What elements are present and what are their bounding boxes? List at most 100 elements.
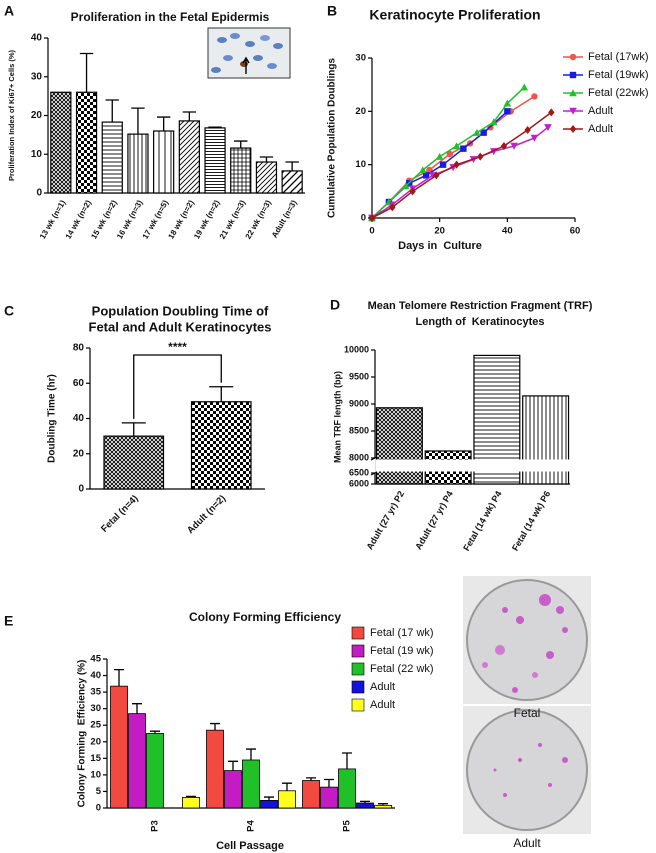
y-tick-label: 60: [73, 378, 85, 389]
legend-label: Fetal (17 wk): [370, 627, 434, 639]
x-axis-label: Days in Culture: [398, 240, 482, 252]
photo-label: Adult: [513, 836, 541, 850]
chart-title: Keratinocyte Proliferation: [369, 7, 540, 23]
y-tick-label: 0: [96, 803, 101, 814]
y-tick-label: 10: [31, 149, 43, 160]
error-bar: [264, 796, 274, 801]
point: [480, 129, 487, 136]
bar: [101, 121, 123, 194]
y-tick-label: 10000: [344, 344, 369, 354]
point: [435, 152, 444, 160]
bar: [128, 713, 146, 809]
x-tick-label: 19 wk (n=2): [192, 198, 222, 240]
point: [409, 187, 416, 196]
bar: [374, 804, 392, 809]
y-tick-label: 8500: [349, 425, 369, 435]
legend-swatch: [351, 626, 365, 640]
chart-title: Fetal and Adult Keratinocytes: [89, 319, 272, 334]
axis-break-gap: [376, 459, 571, 472]
y-tick-label: 35: [90, 687, 101, 698]
panel-label: E: [4, 613, 13, 629]
x-tick-label: 15 wk (n=2): [89, 198, 119, 240]
x-tick-label: 40: [502, 226, 513, 237]
x-tick-label: 16 wk (n=3): [115, 198, 145, 240]
bar: [242, 759, 260, 809]
legend-label: Fetal (22 wk): [370, 663, 434, 675]
bar: [320, 786, 338, 809]
error-bar: [105, 99, 119, 123]
y-tick-label: 40: [31, 33, 43, 44]
y-tick-label: 20: [90, 736, 101, 747]
legend-label: Adult: [588, 123, 613, 135]
y-tick-label: 6000: [349, 478, 369, 488]
y-tick-label: 30: [31, 71, 43, 82]
y-tick-label: 20: [31, 110, 43, 121]
y-tick-label: 9000: [349, 398, 369, 408]
error-bar: [150, 730, 160, 734]
series-line: [371, 126, 549, 219]
bar: [75, 91, 98, 194]
point: [433, 171, 440, 180]
y-tick-label: 25: [90, 720, 101, 731]
x-tick-label: P3: [150, 820, 161, 832]
point: [439, 161, 447, 168]
error-bar: [210, 722, 220, 731]
y-axis-label: Proliferation Index of Ki67+ Cells (%): [7, 49, 16, 181]
colony-plate-photo: [463, 576, 591, 704]
y-tick-label: 9500: [349, 371, 369, 381]
point: [453, 160, 460, 169]
bar: [50, 91, 72, 194]
legend-marker: [569, 107, 577, 115]
y-tick-label: 80: [73, 343, 85, 354]
error-bar: [186, 795, 196, 798]
x-tick-label: 14 wk (n=2): [64, 198, 94, 240]
point: [530, 134, 539, 142]
legend-swatch: [351, 662, 365, 676]
bar: [190, 401, 252, 490]
error-bar: [360, 800, 370, 804]
x-tick-label: Adult (n=2): [185, 493, 228, 536]
y-tick-label: 6500: [349, 467, 369, 477]
point: [504, 108, 511, 115]
error-bar: [182, 111, 197, 121]
error-bar: [324, 778, 334, 788]
point: [389, 203, 396, 212]
chart-title: Mean Telomere Restriction Fragment (TRF): [368, 300, 593, 312]
y-tick-label: 5: [96, 786, 102, 797]
x-tick-label: Fetal (14 wk) P6: [510, 489, 552, 552]
bar: [278, 790, 296, 809]
bar: [206, 729, 224, 809]
point: [422, 172, 430, 179]
bar: [178, 120, 200, 194]
point: [490, 118, 498, 126]
x-tick-label: Adult (27 yr) P2: [364, 489, 406, 551]
error-bar: [132, 703, 142, 714]
point: [402, 182, 410, 190]
legend-label: Fetal (22wk): [588, 87, 649, 99]
bar: [224, 770, 242, 809]
point: [548, 108, 555, 117]
point: [524, 126, 531, 134]
x-tick-label: Adult (27 yr) P4: [413, 489, 455, 551]
error-bar: [121, 422, 146, 437]
x-tick-label: 18 wk (n=2): [166, 198, 196, 240]
point: [544, 124, 552, 132]
legend-label: Adult: [370, 681, 395, 693]
x-tick-label: Adult (n=3): [270, 198, 299, 239]
panel-label: B: [327, 3, 337, 19]
x-tick-label: P4: [246, 819, 257, 831]
point: [477, 152, 484, 161]
chart-title: Population Doubling Time of: [92, 303, 269, 318]
point: [503, 99, 512, 107]
legend-marker: [569, 125, 577, 133]
y-tick-label: 10: [90, 769, 101, 780]
error-bar: [342, 752, 352, 769]
y-tick-label: 40: [73, 413, 85, 424]
bar: [153, 130, 175, 194]
photo-label: Fetal: [514, 706, 541, 720]
y-tick-label: 30: [90, 703, 101, 714]
point: [520, 83, 529, 91]
bar: [127, 133, 149, 194]
x-tick-label: 20: [434, 226, 445, 237]
